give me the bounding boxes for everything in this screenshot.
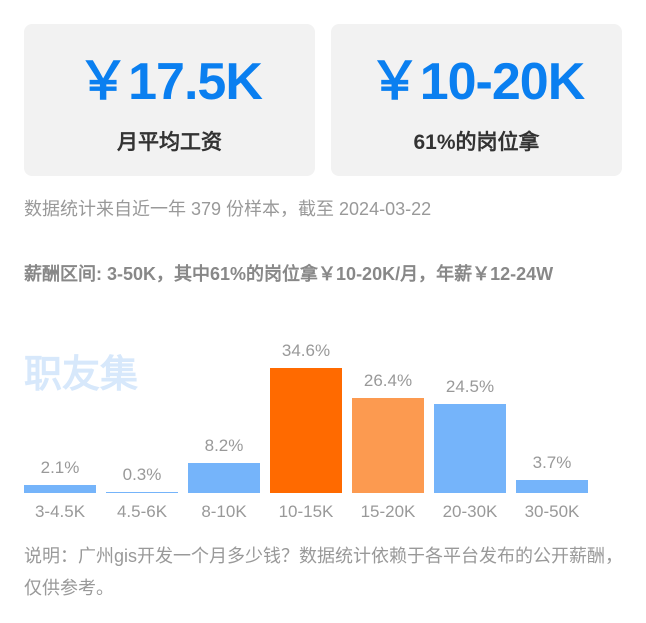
avg-salary-label: 月平均工资: [117, 131, 222, 154]
salary-range-summary: 薪酬区间: 3-50K，其中61%的岗位拿￥10-20K/月，年薪￥12-24W: [24, 264, 554, 284]
bar: [188, 463, 260, 493]
bar-category-label: 10-15K: [278, 502, 334, 521]
bar-group: 8.2% 8-10K: [188, 330, 260, 530]
avg-salary-value: ￥17.5K: [77, 53, 263, 111]
bar-value-label: 26.4%: [363, 370, 413, 390]
bar-category-label: 30-50K: [524, 502, 580, 521]
bar: [270, 368, 342, 493]
bar-group: 2.1% 3-4.5K: [24, 330, 96, 530]
avg-salary-card: ￥17.5K 月平均工资: [24, 24, 315, 176]
bar-category-label: 3-4.5K: [34, 502, 86, 521]
bar-group: 26.4% 15-20K: [352, 330, 424, 530]
bar-group: 34.6% 10-15K: [270, 330, 342, 530]
bar-group: 3.7% 30-50K: [516, 330, 588, 530]
common-range-label: 61%的岗位拿: [413, 131, 540, 154]
watermark-logo: 职友集: [24, 354, 139, 396]
bar-value-label: 2.1%: [40, 458, 80, 478]
bar: [24, 485, 96, 493]
bar-category-label: 4.5-6K: [116, 502, 168, 521]
bar-category-label: 20-30K: [442, 502, 498, 521]
bar-value-label: 34.6%: [281, 341, 331, 360]
bar-value-label: 8.2%: [204, 436, 244, 456]
bar-value-label: 3.7%: [532, 452, 572, 472]
bar: [434, 404, 506, 493]
bar: [352, 397, 424, 493]
sample-stats-text: 数据统计来自近一年 379 份样本，截至 2024-03-22: [24, 199, 432, 219]
bar-value-label: 0.3%: [122, 464, 162, 484]
salary-distribution-chart: 2.1% 3-4.5K 0.3% 4.5-6K 8.2% 8-10K 34.6% 10-15K…: [0, 330, 646, 530]
bar: [106, 491, 178, 493]
bar-category-label: 8-10K: [201, 502, 247, 521]
bar-category-label: 15-20K: [360, 502, 416, 521]
disclaimer-note: 说明：广州gis开发一个月多少钱？数据统计依赖于各平台发布的公开薪酬，仅供参考。: [24, 546, 624, 598]
bar-value-label: 24.5%: [445, 377, 495, 397]
bar-group: 24.5% 20-30K: [434, 330, 506, 530]
common-range-card: ￥10-20K 61%的岗位拿: [331, 24, 622, 176]
bar-group: 0.3% 4.5-6K: [106, 330, 178, 530]
bar: [516, 479, 588, 493]
common-range-value: ￥10-20K: [368, 53, 586, 111]
